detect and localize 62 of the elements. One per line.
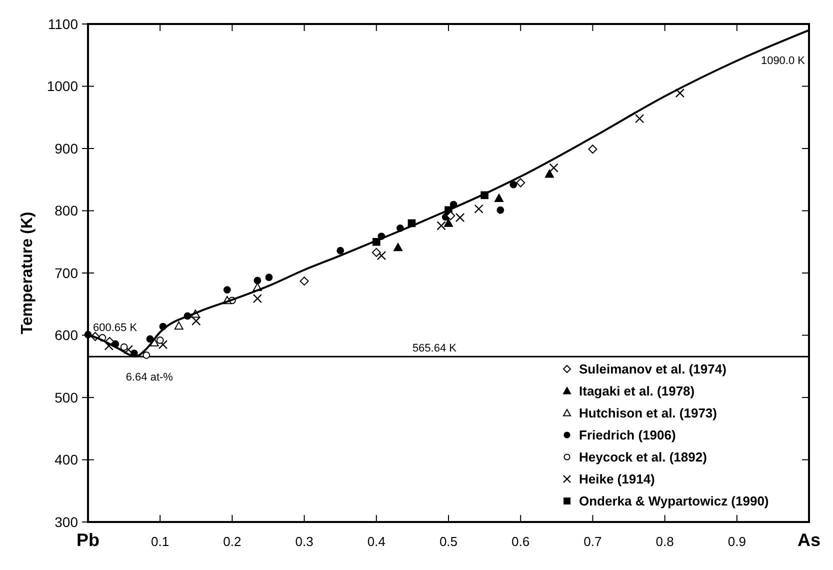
point bbox=[634, 114, 644, 124]
point bbox=[376, 250, 386, 260]
point bbox=[265, 274, 273, 282]
point bbox=[549, 163, 558, 172]
annotation: 600.65 K bbox=[93, 322, 138, 334]
annotation: 6.64 at-% bbox=[126, 372, 174, 384]
point bbox=[142, 351, 150, 359]
x-tick-label: 0.1 bbox=[151, 534, 170, 549]
point bbox=[474, 204, 484, 214]
point bbox=[252, 294, 262, 304]
y-tick-label: 1100 bbox=[48, 16, 78, 32]
point bbox=[372, 248, 381, 257]
legend-label: Heycock et al. (1892) bbox=[579, 450, 707, 465]
annotation: 1090.0 K bbox=[760, 55, 806, 68]
point bbox=[496, 206, 504, 214]
y-axis-title: Temperature (K) bbox=[19, 212, 36, 334]
point bbox=[675, 88, 685, 98]
y-tick-label: 800 bbox=[54, 202, 78, 219]
x-tick-label: As bbox=[797, 530, 821, 550]
x-tick-label: 0.5 bbox=[439, 534, 458, 549]
y-tick-label: 700 bbox=[54, 264, 78, 281]
point bbox=[124, 344, 133, 354]
point bbox=[192, 316, 201, 326]
point bbox=[494, 194, 504, 202]
legend-label: Itagaki et al. (1978) bbox=[579, 384, 695, 399]
legend-label: Hutchison et al. (1973) bbox=[579, 406, 717, 421]
x-tick-label: Pb bbox=[76, 530, 100, 550]
legend-label: Onderka & Wypartowicz (1990) bbox=[579, 494, 769, 509]
legend-label: Friedrich (1906) bbox=[579, 428, 676, 443]
x-tick-label: 0.7 bbox=[584, 534, 602, 549]
legend-label: Heike (1914) bbox=[579, 472, 655, 487]
point bbox=[544, 170, 554, 178]
x-tick-label: 0.2 bbox=[223, 534, 242, 549]
point bbox=[104, 341, 114, 350]
point bbox=[254, 276, 262, 284]
point bbox=[444, 218, 453, 227]
y-tick-label: 300 bbox=[54, 514, 78, 530]
point bbox=[455, 213, 465, 222]
point bbox=[588, 144, 598, 154]
point bbox=[510, 180, 518, 188]
y-tick-label: 600 bbox=[54, 327, 78, 344]
y-tick-label: 1000 bbox=[46, 78, 78, 94]
point bbox=[120, 343, 128, 351]
point bbox=[336, 246, 344, 254]
point bbox=[300, 276, 309, 286]
x-tick-label: 0.6 bbox=[512, 534, 530, 549]
x-tick-label: 0.3 bbox=[295, 534, 314, 549]
x-tick-label: 0.8 bbox=[656, 534, 674, 549]
point bbox=[436, 221, 446, 230]
y-tick-label: 500 bbox=[54, 389, 78, 406]
point bbox=[223, 286, 231, 294]
point bbox=[158, 340, 168, 350]
point bbox=[394, 242, 403, 252]
y-tick-label: 900 bbox=[54, 140, 78, 156]
ref-line-label: 565.64 K bbox=[412, 342, 458, 355]
x-tick-label: 0.4 bbox=[367, 534, 386, 549]
point bbox=[174, 321, 184, 330]
x-tick-label: 0.9 bbox=[728, 534, 746, 549]
legend-label: Suleimanov et al. (1974) bbox=[579, 362, 726, 377]
point bbox=[156, 336, 164, 344]
y-tick-label: 400 bbox=[54, 452, 78, 468]
point bbox=[516, 178, 526, 188]
